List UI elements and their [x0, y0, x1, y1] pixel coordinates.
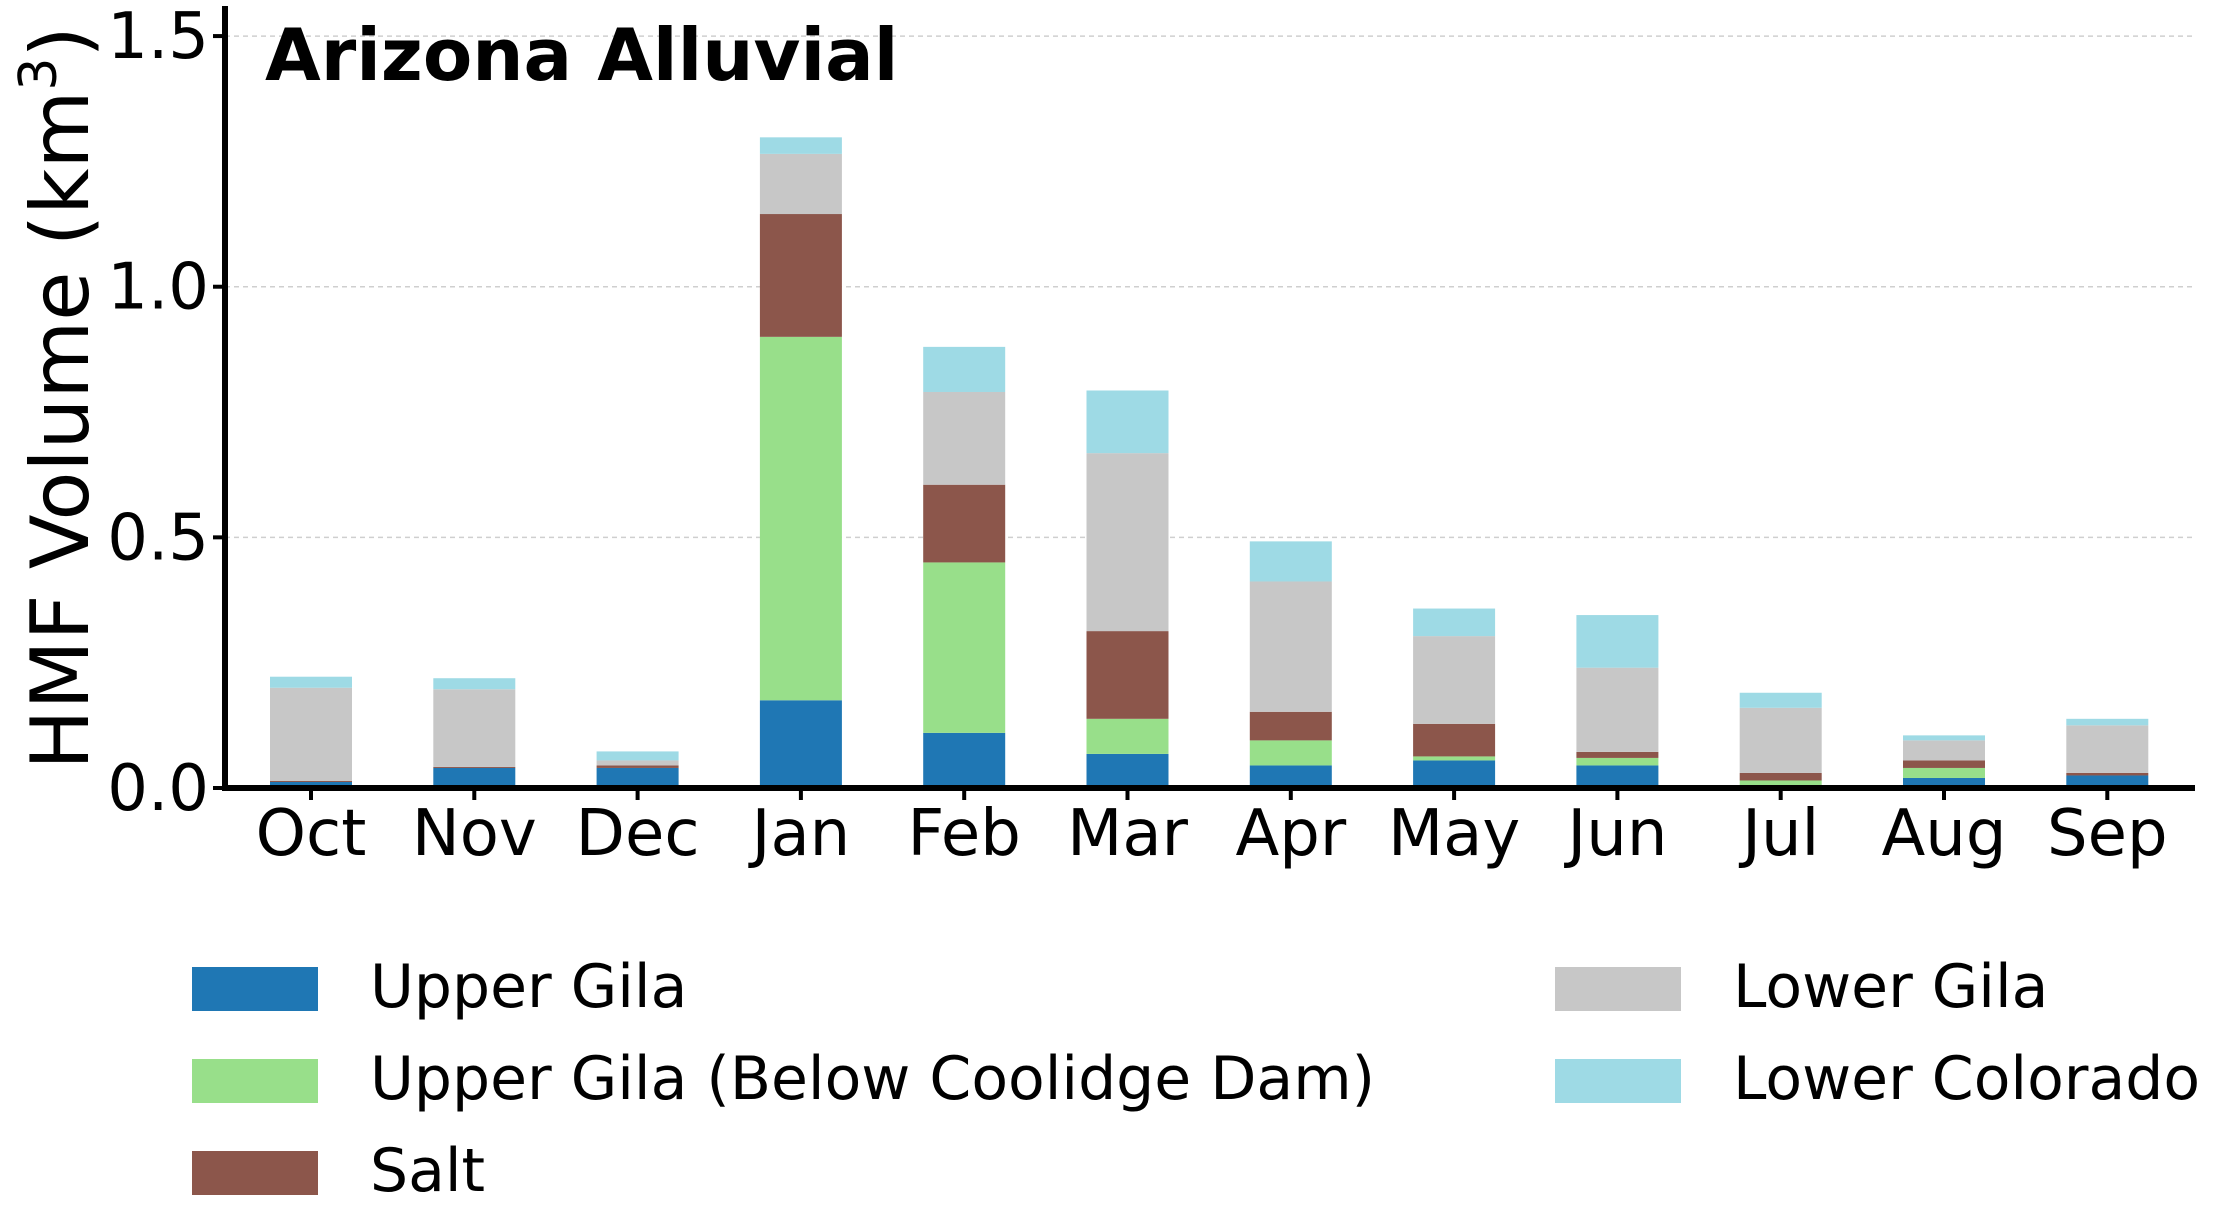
x-tick-label: Oct — [256, 797, 367, 871]
bar-segment — [270, 687, 352, 781]
bar-segment — [1576, 765, 1659, 788]
bar-segment — [1086, 631, 1169, 719]
legend-label: Upper Gila (Below Coolidge Dam) — [370, 1044, 1375, 1114]
bar-segment — [923, 346, 1006, 392]
x-tick-label: Jan — [748, 797, 851, 871]
bar-segment — [1086, 718, 1169, 754]
bar-segment — [270, 676, 352, 688]
y-ticks: 0.0 0.5 1.0 1.5 — [107, 0, 225, 826]
bar-segment — [433, 766, 516, 768]
bar-segment — [1413, 756, 1496, 761]
bar-segment — [923, 484, 1006, 563]
bar-segment — [923, 732, 1006, 788]
x-tick-label: Sep — [2047, 797, 2168, 871]
legend-swatch — [192, 1059, 318, 1103]
legend-swatch — [192, 967, 318, 1011]
bar-segment — [1249, 765, 1332, 788]
bar-stacks — [270, 137, 2149, 788]
bar-segment — [433, 689, 516, 767]
y-tick-label: 1.0 — [107, 251, 209, 325]
bar-segment — [759, 153, 842, 215]
y-tick-label: 0.0 — [107, 752, 209, 826]
bar-segment — [1576, 757, 1659, 766]
bar-segment — [596, 760, 679, 766]
y-tick-label: 1.5 — [107, 0, 209, 74]
x-tick-label: Feb — [908, 797, 1021, 871]
bar-segment — [1903, 777, 1985, 788]
x-tick-label: Nov — [412, 797, 537, 871]
legend-swatch — [1555, 967, 1681, 1011]
bar-segment — [1576, 751, 1659, 758]
bar-segment — [270, 780, 352, 782]
bar-segment — [1576, 667, 1659, 752]
bar-segment — [1739, 772, 1822, 781]
bar-segment — [2066, 718, 2149, 726]
chart-title: Arizona Alluvial — [265, 13, 898, 97]
legend-label: Upper Gila — [370, 952, 687, 1022]
bar-segment — [1413, 636, 1496, 724]
y-axis-label-text: HMF Volume (km — [14, 91, 107, 770]
bar-segment — [1903, 767, 1985, 778]
bar-segment — [433, 678, 516, 690]
bar-segment — [1249, 711, 1332, 741]
bar-segment — [1739, 707, 1822, 773]
bar-segment — [1903, 760, 1985, 768]
bar-segment — [596, 751, 679, 761]
x-tick-label: Aug — [1882, 797, 2007, 871]
bar-segment — [2066, 772, 2149, 776]
bar-segment — [2066, 725, 2149, 773]
bar-segment — [1249, 581, 1332, 712]
bar-segment — [759, 700, 842, 788]
y-axis-label: HMF Volume (km3) — [9, 26, 107, 769]
bar-segment — [596, 765, 679, 768]
x-tick-label: Mar — [1067, 797, 1188, 871]
bar-segment — [1903, 740, 1985, 761]
bar-segment — [1086, 753, 1169, 788]
bar-segment — [923, 562, 1006, 733]
bar-segment — [1413, 760, 1496, 788]
bar-segment — [1413, 723, 1496, 757]
bar-segment — [1903, 735, 1985, 741]
bar-segment — [1249, 740, 1332, 766]
bar-segment — [596, 767, 679, 788]
bar-segment — [433, 767, 516, 788]
y-axis-label-superscript: 3 — [9, 58, 69, 91]
bar-segment — [1739, 780, 1822, 786]
y-axis-label-close: ) — [14, 26, 107, 57]
legend-swatch — [1555, 1059, 1681, 1103]
legend-label: Salt — [370, 1136, 485, 1206]
bar-segment — [759, 214, 842, 337]
bar-segment — [2066, 775, 2149, 788]
x-ticks: Oct Nov Dec Jan Feb Mar Apr May Jun Jul Aug Sep — [256, 788, 2168, 871]
bar-segment — [759, 336, 842, 701]
bar-segment — [270, 781, 352, 788]
bar-segment — [923, 391, 1006, 485]
x-tick-label: Jul — [1738, 797, 1819, 871]
y-tick-label: 0.5 — [107, 501, 209, 575]
x-tick-label: Dec — [576, 797, 700, 871]
x-tick-label: Jun — [1563, 797, 1667, 871]
bar-segment — [1086, 453, 1169, 632]
legend-label: Lower Colorado — [1733, 1044, 2200, 1114]
bar-segment — [759, 137, 842, 154]
bar-segment — [1739, 692, 1822, 708]
bar-segment — [1086, 390, 1169, 454]
legend: Upper Gila Upper Gila (Below Coolidge Dam… — [192, 952, 2200, 1206]
y-gridlines — [225, 35, 2195, 539]
bar-segment — [1413, 608, 1496, 637]
x-tick-label: Apr — [1235, 797, 1346, 871]
legend-swatch — [192, 1151, 318, 1195]
bar-segment — [1576, 615, 1659, 668]
legend-label: Lower Gila — [1733, 952, 2048, 1022]
bar-segment — [1249, 541, 1332, 582]
x-tick-label: May — [1388, 797, 1520, 871]
